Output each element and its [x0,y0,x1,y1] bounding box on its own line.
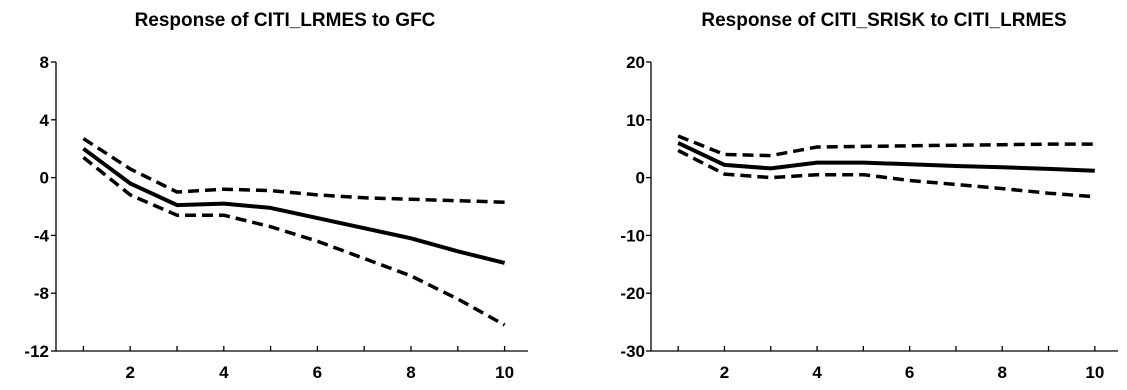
x-tick-label: 6 [313,363,322,382]
x-tick-label: 2 [720,363,729,382]
chart-panel-citi-srisk: Response of CITI_SRISK to CITI_LRMES 201… [620,10,1118,382]
y-tick-label: 8 [40,53,49,72]
x-tick-label: 2 [125,363,134,382]
y-tick-label: 4 [40,111,50,130]
upper-band-line [677,134,1095,158]
y-tick-label: -12 [24,342,49,361]
x-tick-label: 10 [495,363,514,382]
chart-panel-citi-lrmes: Response of CITI_LRMES to GFC 8 4 0 -4 -8 -12… [24,10,528,382]
chart-title: Response of CITI_LRMES to GFC [135,10,436,31]
x-tick-label: 4 [219,363,229,382]
y-tick-label: 20 [626,53,645,72]
y-tick-label: -30 [620,342,645,361]
upper-band-line [82,137,505,204]
response-line [82,147,506,265]
y-tick-label: -20 [620,284,645,303]
y-tick-label: 0 [636,169,645,188]
x-tick-label: 4 [812,363,822,382]
x-tick-label: 8 [998,363,1007,382]
y-tick-label: 10 [626,111,645,130]
lower-band-line [82,156,506,327]
chart-title: Response of CITI_SRISK to CITI_LRMES [701,10,1066,31]
x-tick-label: 10 [1085,363,1104,382]
lower-band-line [677,148,1095,199]
y-tick-label: -4 [34,226,50,245]
y-tick-label: -10 [620,226,645,245]
x-tick-label: 8 [406,363,415,382]
y-tick-label: 0 [40,169,49,188]
response-line [677,141,1095,173]
y-tick-label: -8 [34,284,49,303]
x-tick-label: 6 [905,363,914,382]
